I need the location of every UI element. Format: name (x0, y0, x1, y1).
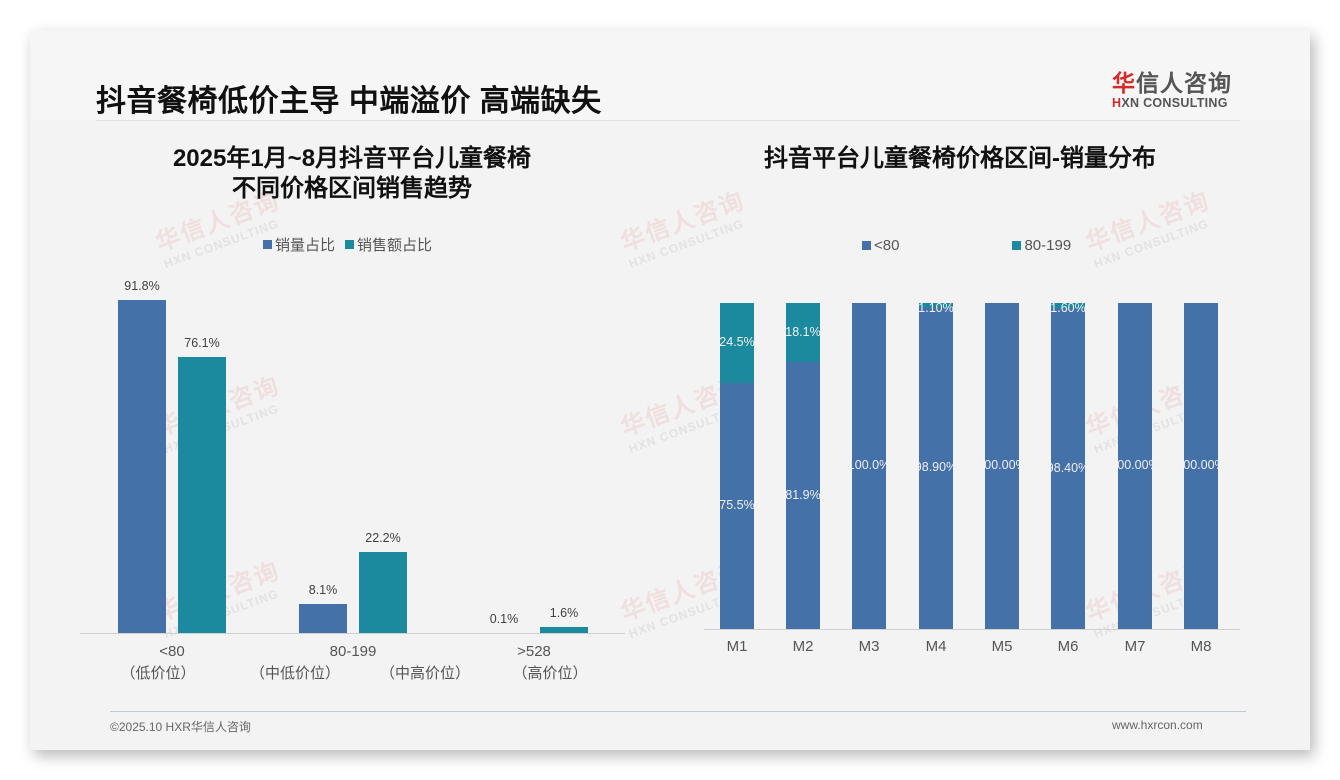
stacked-segment-under-80 (786, 362, 820, 629)
segment-value-label: 100.00% (977, 458, 1027, 472)
legend-swatch-blue (263, 240, 272, 249)
stacked-segment-80-199 (919, 303, 953, 307)
stacked-segment-under-80 (1051, 308, 1085, 629)
month-label: M4 (925, 638, 947, 655)
month-label: M2 (792, 638, 814, 655)
right-chart-x-axis (704, 629, 1240, 630)
month-label: M5 (991, 638, 1013, 655)
segment-value-label: 98.90% (914, 459, 958, 474)
segment-value-label: 75.5% (719, 497, 755, 512)
legend-item-sales-volume: 销量占比 (263, 234, 335, 255)
right-chart-legend: <80 80-199 (862, 237, 1071, 254)
left-chart-title-line1: 2025年1月~8月抖音平台儿童餐椅 (172, 145, 532, 172)
footer-copyright: ©2025.10 HXR华信人咨询 (110, 720, 251, 734)
segment-value-label: 98.40% (1046, 460, 1090, 475)
bar-value-label: 0.1% (489, 611, 519, 626)
category-label: <80 (159, 643, 185, 660)
month-label: M1 (726, 638, 748, 655)
logo-en: HXN CONSULTING (1112, 96, 1252, 110)
slide: 抖音餐椅低价主导 中端溢价 高端缺失 华信人咨询 HXN CONSULTING … (30, 30, 1310, 750)
left-chart-title-line2: 不同价格区间销售趋势 (232, 175, 472, 202)
legend-item-sales-amount: 销售额占比 (345, 234, 432, 255)
segment-value-label: 1.60% (1050, 301, 1086, 315)
bar-sales-volume (118, 299, 166, 633)
left-chart-legend: 销量占比 销售额占比 (263, 234, 432, 255)
bar-sales-volume (299, 603, 347, 633)
bar-sales-amount (540, 627, 588, 633)
category-sublabel: （中低价位） (249, 665, 340, 682)
left-chart-title: 2025年1月~8月抖音平台儿童餐椅 不同价格区间销售趋势 (122, 144, 582, 204)
month-label: M7 (1124, 638, 1146, 655)
legend-item-under-80: <80 (862, 237, 899, 254)
footer-website: www.hxrcon.com (1112, 718, 1203, 732)
bar-sales-amount (359, 552, 407, 633)
segment-value-label: 100.00% (1110, 458, 1160, 472)
category-sublabel: （高价位） (512, 665, 588, 682)
month-label: M3 (858, 638, 880, 655)
month-label: M6 (1057, 638, 1079, 655)
header-band (30, 30, 1310, 120)
logo-en-rest: XN CONSULTING (1121, 96, 1228, 110)
brand-logo: 华信人咨询 HXN CONSULTING (1112, 64, 1252, 110)
segment-value-label: 1.10% (918, 301, 954, 315)
stacked-segment-under-80 (852, 303, 886, 629)
page-title: 抖音餐椅低价主导 中端溢价 高端缺失 (96, 85, 602, 118)
bar-value-label: 8.1% (308, 582, 338, 597)
stacked-segment-under-80 (919, 306, 953, 629)
category-label: >528 (517, 643, 551, 660)
stacked-segment-80-199 (786, 303, 820, 362)
right-chart-title: 抖音平台儿童餐椅价格区间-销量分布 (764, 145, 1156, 172)
category-sublabel: （低价位） (120, 665, 196, 682)
segment-value-label: 18.1% (785, 324, 821, 339)
bar-value-label: 1.6% (549, 606, 579, 621)
bar-value-label: 22.2% (365, 531, 401, 546)
legend-swatch-teal (345, 240, 355, 249)
legend-item-80-199: 80-199 (1012, 237, 1071, 254)
stacked-segment-under-80 (1184, 303, 1218, 629)
segment-value-label: 81.9% (785, 487, 821, 502)
segment-value-label: 100.00% (1176, 458, 1226, 472)
bar-value-label: 91.8% (124, 278, 160, 293)
logo-en-red: H (1112, 96, 1122, 110)
header-divider (96, 120, 1240, 121)
footer-divider (110, 711, 1246, 712)
bar-sales-amount (178, 356, 226, 633)
stacked-segment-under-80 (985, 303, 1019, 629)
left-chart-x-axis (80, 633, 625, 634)
segment-value-label: 24.5% (719, 334, 755, 349)
segment-value-label: 100.0% (847, 458, 891, 472)
category-label: 80-199 (329, 643, 377, 660)
legend-swatch-teal (1012, 241, 1022, 250)
logo-cn-red: 华 (1112, 70, 1136, 96)
logo-cn: 华信人咨询 (1112, 64, 1252, 98)
stacked-segment-80-199 (1051, 303, 1085, 309)
category-sublabel: （中高价位） (379, 665, 470, 682)
stacked-segment-under-80 (1118, 303, 1152, 629)
stacked-segment-80-199 (720, 303, 754, 383)
bar-value-label: 76.1% (184, 335, 220, 350)
stacked-segment-under-80 (720, 382, 754, 629)
logo-cn-rest: 信人咨询 (1136, 70, 1232, 96)
legend-swatch-blue (862, 241, 871, 250)
bar-sales-volume (480, 632, 528, 633)
month-label: M8 (1190, 638, 1212, 655)
